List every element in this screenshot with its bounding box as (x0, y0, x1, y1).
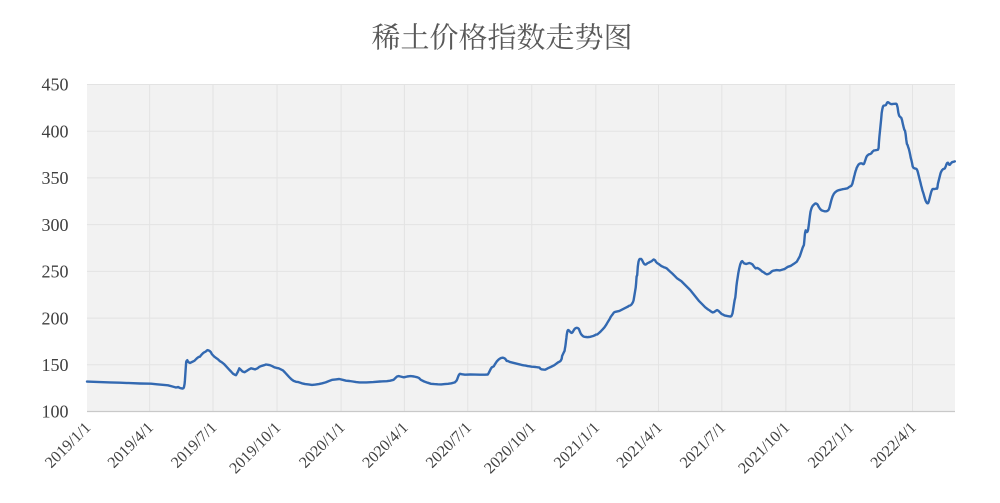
svg-text:200: 200 (42, 308, 69, 328)
svg-text:400: 400 (42, 121, 69, 141)
svg-text:150: 150 (42, 355, 69, 375)
svg-text:450: 450 (42, 75, 69, 95)
svg-text:350: 350 (42, 168, 69, 188)
svg-text:100: 100 (42, 402, 69, 422)
svg-text:300: 300 (42, 215, 69, 235)
svg-text:250: 250 (42, 262, 69, 282)
